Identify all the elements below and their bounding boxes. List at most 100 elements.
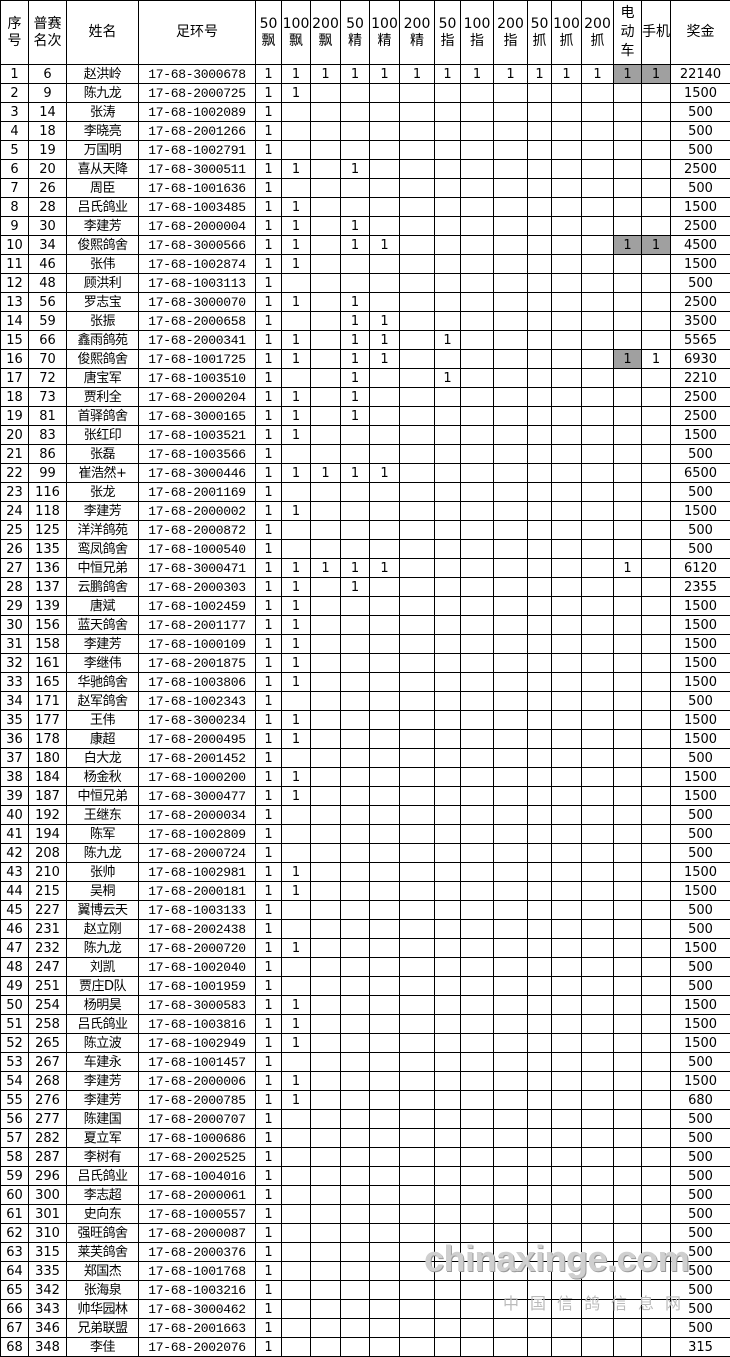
cell-ring: 17-68-1003510 [138,368,256,388]
cell-100-zhi [460,634,494,654]
cell-seq: 67 [0,1318,29,1338]
cell-100-zhua [551,102,582,122]
cell-200-zhua [581,938,614,958]
cell-ring: 17-68-3000165 [138,406,256,426]
cell-200-zhua [581,786,614,806]
cell-50-zhi [434,1147,461,1167]
cell-200-zhi [493,843,528,863]
cell-100-piao [281,1242,311,1262]
table-row: 4 18 李晓亮 17-68-2001266 1 500 [0,121,730,141]
cell-prize: 2500 [670,216,730,236]
cell-rank: 14 [28,102,67,122]
cell-50-zhi [434,596,461,616]
cell-prize: 500 [670,520,730,540]
cell-100-zhua [551,1280,582,1300]
cell-phone [641,501,671,521]
cell-200-zhi [493,1185,528,1205]
cell-phone [641,1280,671,1300]
cell-50-zhua [527,938,552,958]
cell-50-zhi [434,1071,461,1091]
cell-name: 郑国杰 [66,1261,139,1281]
cell-ring: 17-68-1001457 [138,1052,256,1072]
cell-200-zhi [493,140,528,160]
cell-50-jing: 1 [340,463,370,483]
cell-rank: 83 [28,425,67,445]
cell-50-jing [340,1090,370,1110]
cell-50-zhi [434,425,461,445]
cell-200-piao [310,1261,341,1281]
cell-ring: 17-68-1002040 [138,957,256,977]
cell-50-jing [340,653,370,673]
cell-200-zhi [493,577,528,597]
cell-ebike [613,254,642,274]
cell-50-zhua [527,767,552,787]
cell-ring: 17-68-1002809 [138,824,256,844]
cell-50-zhua [527,843,552,863]
cell-50-zhi [434,653,461,673]
cell-100-zhua [551,501,582,521]
cell-100-zhi: 1 [460,64,494,84]
cell-prize: 1500 [670,881,730,901]
cell-ebike [613,406,642,426]
cell-50-piao: 1 [255,1128,282,1148]
cell-ebike [613,653,642,673]
cell-ring: 17-68-2000376 [138,1242,256,1262]
cell-100-zhi [460,691,494,711]
cell-name: 中恒兄弟 [66,558,139,578]
cell-name: 张伟 [66,254,139,274]
cell-100-zhua [551,83,582,103]
cell-50-piao: 1 [255,767,282,787]
cell-100-jing [369,862,400,882]
cell-50-piao: 1 [255,463,282,483]
cell-50-jing [340,672,370,692]
cell-100-jing [369,102,400,122]
cell-ring: 17-68-1004016 [138,1166,256,1186]
cell-200-jing [399,634,435,654]
cell-200-zhua [581,1052,614,1072]
cell-prize: 1500 [670,1033,730,1053]
cell-200-jing: 1 [399,64,435,84]
cell-200-jing [399,862,435,882]
cell-200-jing [399,1223,435,1243]
cell-100-jing: 1 [369,311,400,331]
table-row: 41 194 陈军 17-68-1002809 1 500 [0,824,730,844]
cell-200-piao [310,1147,341,1167]
cell-rank: 158 [28,634,67,654]
cell-50-piao: 1 [255,1033,282,1053]
cell-rank: 137 [28,577,67,597]
cell-phone [641,995,671,1015]
cell-ring: 17-68-3000511 [138,159,256,179]
cell-prize: 1500 [670,596,730,616]
cell-50-zhi [434,1185,461,1205]
cell-ebike [613,691,642,711]
cell-100-zhi [460,368,494,388]
cell-100-zhi [460,1014,494,1034]
cell-50-jing [340,425,370,445]
cell-phone [641,558,671,578]
cell-200-jing [399,596,435,616]
cell-50-zhi [434,292,461,312]
cell-50-jing [340,197,370,217]
cell-ring: 17-68-1002459 [138,596,256,616]
cell-name: 唐宝军 [66,368,139,388]
cell-name: 万国明 [66,140,139,160]
cell-200-zhua [581,957,614,977]
cell-name: 华驰鸽舍 [66,672,139,692]
cell-200-zhua [581,1147,614,1167]
cell-name: 赵洪岭 [66,64,139,84]
cell-100-jing [369,1318,400,1338]
cell-ring: 17-68-2002438 [138,919,256,939]
cell-200-zhua [581,235,614,255]
cell-200-piao [310,900,341,920]
cell-100-piao: 1 [281,235,311,255]
cell-seq: 23 [0,482,29,502]
cell-200-jing [399,1318,435,1338]
cell-ebike [613,634,642,654]
cell-seq: 4 [0,121,29,141]
cell-ebike: 1 [613,64,642,84]
cell-200-piao [310,938,341,958]
cell-100-zhi [460,292,494,312]
cell-100-zhi [460,216,494,236]
cell-50-piao: 1 [255,216,282,236]
cell-prize: 500 [670,444,730,464]
